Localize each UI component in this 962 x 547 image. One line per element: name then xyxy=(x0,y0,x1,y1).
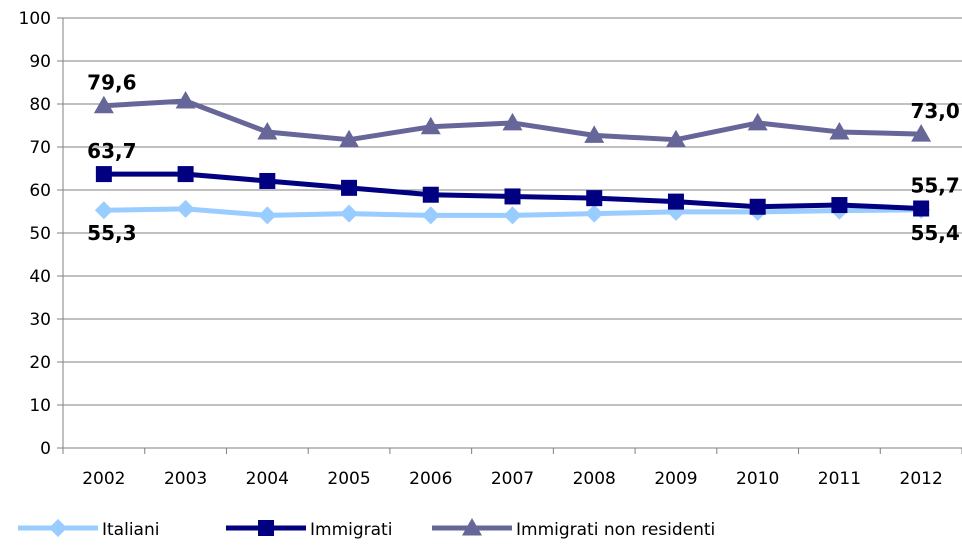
x-tick-label: 2003 xyxy=(164,469,207,489)
data-point-immigrati xyxy=(831,197,848,214)
data-point-immigrati-non-residenti xyxy=(93,95,114,114)
legend-label: Immigrati xyxy=(310,520,392,540)
x-tick-label: 2010 xyxy=(736,469,779,489)
data-point-immigrati xyxy=(341,179,358,196)
data-point-immigrati-non-residenti xyxy=(747,112,768,131)
y-tick-label: 90 xyxy=(29,52,51,72)
y-tick-label: 30 xyxy=(29,310,51,330)
y-tick-label: 70 xyxy=(29,138,51,158)
data-point-immigrati xyxy=(422,186,439,203)
data-label: 79,6 xyxy=(87,71,136,95)
y-tick-label: 0 xyxy=(40,439,51,459)
x-tick-label: 2011 xyxy=(818,469,861,489)
x-tick-label: 2012 xyxy=(900,469,943,489)
legend-marker xyxy=(462,518,482,536)
x-tick-label: 2007 xyxy=(491,469,534,489)
data-point-immigrati-non-residenti xyxy=(829,121,850,140)
data-point-immigrati-non-residenti xyxy=(502,112,523,131)
data-point-immigrati xyxy=(913,200,930,217)
data-point-immigrati-non-residenti xyxy=(584,125,605,143)
data-point-immigrati xyxy=(667,193,684,210)
data-point-immigrati xyxy=(504,188,521,205)
data-point-immigrati-non-residenti xyxy=(911,124,932,142)
y-tick-label: 10 xyxy=(29,396,51,416)
data-point-immigrati xyxy=(749,198,766,215)
data-point-immigrati xyxy=(259,172,276,189)
data-point-italiani xyxy=(258,206,277,225)
data-label: 63,7 xyxy=(87,139,136,163)
data-point-immigrati-non-residenti xyxy=(339,129,360,148)
data-label: 55,3 xyxy=(87,221,136,245)
legend-marker xyxy=(258,520,274,536)
legend-label: Immigrati non residenti xyxy=(516,520,715,540)
data-label: 55,7 xyxy=(910,173,959,197)
x-tick-label: 2004 xyxy=(246,469,289,489)
x-tick-label: 2008 xyxy=(573,469,616,489)
legend-marker xyxy=(49,519,67,537)
y-tick-label: 40 xyxy=(29,267,51,287)
y-tick-label: 20 xyxy=(29,353,51,373)
y-tick-label: 80 xyxy=(29,95,51,115)
x-tick-label: 2002 xyxy=(82,469,125,489)
y-tick-label: 50 xyxy=(29,224,51,244)
data-point-italiani xyxy=(176,199,195,218)
data-point-immigrati xyxy=(177,166,194,183)
data-point-italiani xyxy=(503,206,522,225)
y-tick-label: 60 xyxy=(29,181,51,201)
data-point-immigrati xyxy=(586,190,603,207)
data-point-immigrati xyxy=(95,166,112,183)
data-point-immigrati-non-residenti xyxy=(665,129,686,148)
data-label: 55,4 xyxy=(910,221,959,245)
x-tick-label: 2009 xyxy=(654,469,697,489)
legend-label: Italiani xyxy=(102,520,159,540)
data-label: 73,0 xyxy=(910,99,959,123)
x-tick-label: 2006 xyxy=(409,469,452,489)
data-point-italiani xyxy=(585,204,604,223)
data-point-immigrati-non-residenti xyxy=(175,90,196,109)
data-point-italiani xyxy=(94,201,113,220)
data-point-immigrati-non-residenti xyxy=(420,116,441,135)
y-tick-label: 100 xyxy=(19,9,51,29)
data-point-immigrati-non-residenti xyxy=(257,121,278,140)
data-point-italiani xyxy=(340,204,359,223)
x-tick-label: 2005 xyxy=(327,469,370,489)
data-point-italiani xyxy=(421,206,440,225)
